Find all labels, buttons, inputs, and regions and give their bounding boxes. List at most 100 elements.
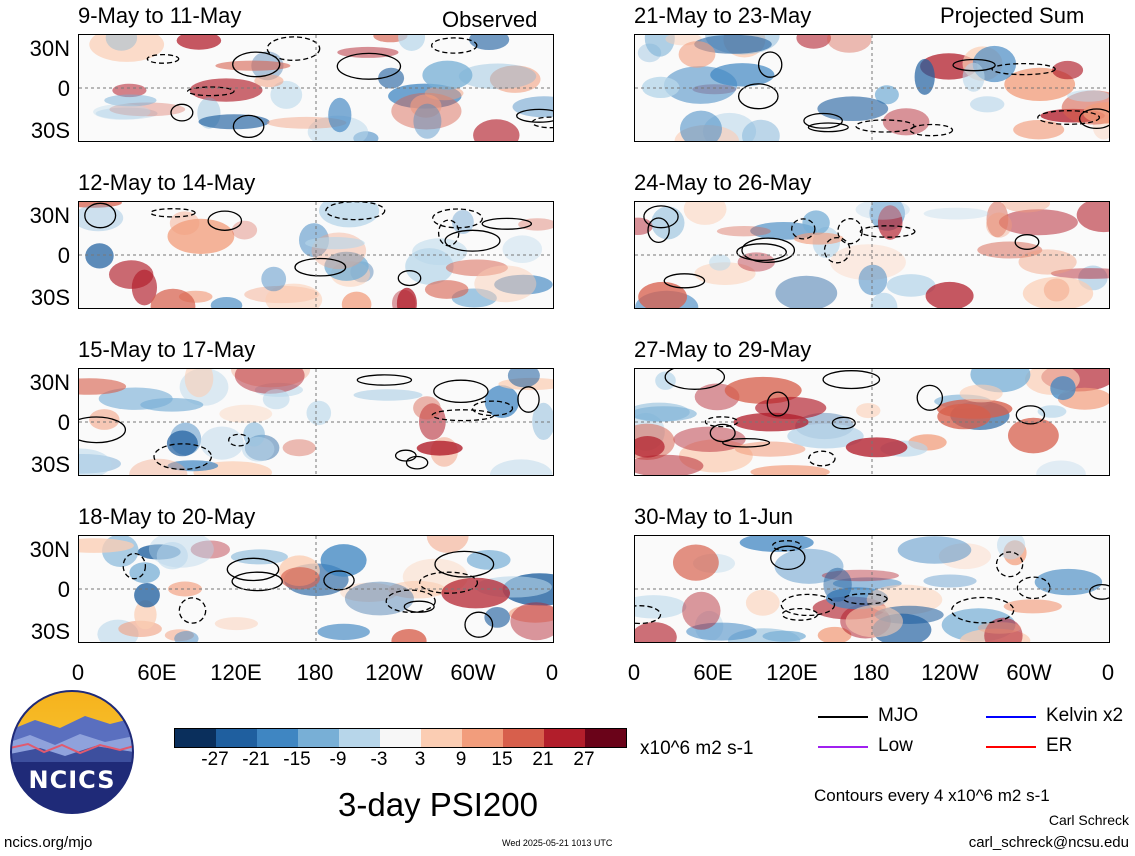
- lat-label-30s: 30S: [30, 619, 70, 644]
- anomaly-blob: [970, 96, 1005, 113]
- anomaly-blob: [282, 439, 316, 457]
- anomaly-blob: [635, 402, 690, 422]
- anomaly-blob: [413, 396, 441, 420]
- contour-line: [464, 611, 494, 638]
- anomaly-blob: [742, 119, 780, 141]
- panel-title-right-1: 21-May to 23-May: [634, 3, 812, 28]
- anomaly-blob: [129, 458, 188, 475]
- legend-kelvin-line: [986, 716, 1036, 718]
- anomaly-blob: [419, 403, 446, 440]
- map-graphic: [79, 536, 553, 642]
- anomaly-blob: [1076, 202, 1109, 233]
- panel-title-left-2: 12-May to 14-May: [78, 170, 256, 195]
- contour-line: [843, 593, 888, 605]
- anomaly-blob: [1034, 568, 1103, 596]
- contour-line: [1015, 405, 1046, 425]
- anomaly-blob: [877, 205, 903, 240]
- anomaly-blob: [651, 206, 685, 240]
- anomaly-blob: [466, 550, 511, 570]
- anomaly-blob: [262, 389, 290, 410]
- anomaly-blob: [445, 259, 508, 277]
- anomaly-blob: [793, 232, 844, 245]
- contour-line: [855, 119, 915, 133]
- anomaly-blob: [724, 376, 802, 404]
- anomaly-blob: [405, 248, 454, 285]
- contour-line: [1014, 234, 1040, 250]
- colorbar-swatch: [339, 729, 380, 747]
- anomaly-blob: [164, 629, 194, 642]
- anomaly-blob: [678, 41, 716, 68]
- anomaly-blob: [750, 465, 830, 475]
- legend-er-line: [986, 746, 1036, 748]
- anomaly-blob: [709, 254, 731, 271]
- colorbar-tick: -3: [370, 749, 388, 770]
- contour-line: [231, 571, 283, 592]
- map-graphic: [635, 35, 1109, 141]
- colorbar-tick: -9: [329, 749, 347, 770]
- anomaly-blob: [635, 454, 704, 475]
- map-left-1: [78, 34, 554, 142]
- anomaly-blob: [1067, 90, 1109, 102]
- map-right-4: [634, 535, 1110, 643]
- colorbar-swatch: [462, 729, 503, 747]
- anomaly-blob: [484, 607, 511, 628]
- lon-label-left-180: 180: [296, 660, 334, 685]
- anomaly-blob: [686, 622, 757, 641]
- anomaly-blob: [984, 617, 1023, 642]
- contour-line: [663, 273, 706, 289]
- site-url[interactable]: ncics.org/mjo: [4, 834, 93, 851]
- anomaly-blob: [856, 403, 881, 419]
- anomaly-blob: [774, 548, 844, 584]
- anomaly-blob: [802, 210, 830, 235]
- anomaly-blob: [986, 202, 1009, 238]
- contour-line: [780, 593, 836, 617]
- anomaly-blob: [959, 384, 1003, 403]
- anomaly-blob: [265, 283, 323, 308]
- anomaly-blob: [821, 569, 899, 582]
- anomaly-blob: [234, 369, 305, 394]
- lon-label-right-0: 0: [627, 660, 641, 685]
- colorbar-tick: 3: [414, 749, 426, 770]
- anomaly-blob: [532, 402, 553, 440]
- anomaly-blob: [680, 110, 722, 141]
- anomaly-blob: [210, 297, 243, 308]
- anomaly-blob: [914, 58, 935, 95]
- anomaly-blob: [694, 262, 756, 285]
- anomaly-blob: [1083, 102, 1109, 124]
- anomaly-blob: [923, 574, 977, 588]
- contour-line: [405, 455, 429, 470]
- ncics-logo-graphic: [10, 690, 134, 814]
- lon-label-left-360: 0: [545, 660, 559, 685]
- map-left-3: [78, 368, 554, 476]
- anomaly-blob: [190, 540, 230, 559]
- contour-line: [397, 270, 422, 287]
- anomaly-blob: [167, 218, 235, 254]
- anomaly-blob: [261, 266, 287, 292]
- colorbar: [174, 728, 627, 748]
- contour-line: [122, 552, 147, 580]
- anomaly-blob: [1013, 120, 1065, 140]
- colorbar-tick: -21: [242, 749, 270, 770]
- legend-kelvin-label: Kelvin x2: [1046, 705, 1124, 726]
- anomaly-blob: [134, 600, 157, 630]
- contour-line: [323, 570, 355, 591]
- contour-line: [433, 379, 489, 404]
- anomaly-blob: [391, 92, 462, 130]
- anomaly-blob: [189, 78, 263, 102]
- anomaly-blob: [507, 369, 540, 388]
- anomaly-blob: [320, 544, 367, 577]
- anomaly-blob: [391, 629, 427, 642]
- anomaly-blob: [635, 217, 653, 235]
- contour-line: [831, 416, 856, 430]
- anomaly-blob: [319, 202, 380, 228]
- logo-text: NCICS: [28, 766, 116, 794]
- map-right-3: [634, 368, 1110, 476]
- anomaly-blob: [855, 202, 910, 220]
- anomaly-blob: [426, 536, 469, 553]
- anomaly-blob: [962, 62, 985, 92]
- map-left-4: [78, 535, 554, 643]
- anomaly-blob: [353, 389, 423, 401]
- anomaly-blob: [168, 581, 202, 597]
- email[interactable]: carl_schreck@ncsu.edu: [968, 834, 1129, 851]
- anomaly-blob: [1018, 249, 1077, 275]
